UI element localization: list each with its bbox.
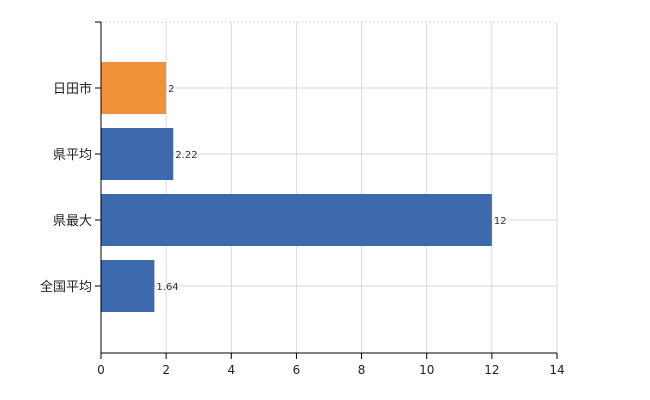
data-label: 2 bbox=[168, 84, 174, 95]
x-tick-label: 12 bbox=[484, 363, 499, 377]
bar bbox=[101, 260, 155, 312]
data-label: 1.64 bbox=[156, 282, 178, 293]
x-tick-label: 6 bbox=[293, 363, 301, 377]
data-label: 2.22 bbox=[175, 150, 197, 161]
x-tick-label: 2 bbox=[162, 363, 170, 377]
category-label: 県平均 bbox=[53, 148, 92, 163]
x-tick-label: 14 bbox=[549, 363, 564, 377]
data-label: 12 bbox=[494, 216, 507, 227]
bar bbox=[101, 128, 174, 180]
category-label: 県最大 bbox=[53, 214, 92, 229]
bar bbox=[101, 194, 492, 246]
bar-layer bbox=[101, 62, 492, 312]
category-label: 日田市 bbox=[53, 81, 92, 97]
x-tick-label: 4 bbox=[227, 363, 235, 377]
grid-layer bbox=[101, 21, 558, 353]
axis-layer bbox=[95, 21, 558, 359]
category-label: 全国平均 bbox=[40, 279, 92, 295]
bar bbox=[101, 62, 167, 114]
x-tick-label: 8 bbox=[358, 363, 366, 377]
x-tick-label: 10 bbox=[419, 363, 434, 377]
x-tick-label: 0 bbox=[97, 363, 105, 377]
